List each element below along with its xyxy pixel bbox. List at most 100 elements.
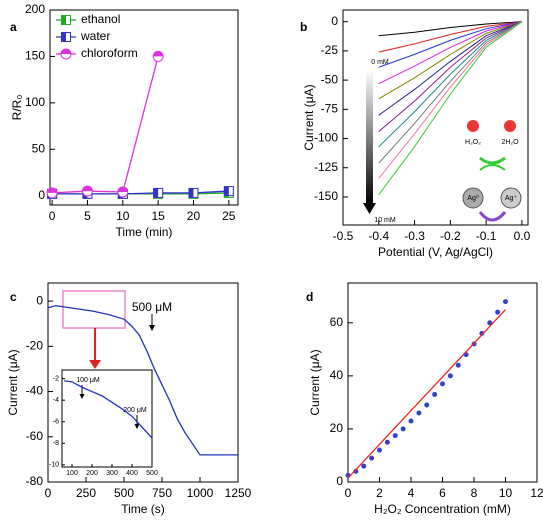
- y-tick-label: -40: [26, 384, 44, 398]
- series-line: [52, 190, 229, 195]
- y-tick-label: 0: [38, 188, 45, 202]
- marker-fill: [224, 186, 229, 196]
- zoom-arrow-head: [89, 360, 101, 369]
- series-line: [378, 21, 523, 164]
- x-tick-label: -0.2: [440, 229, 461, 243]
- point: [392, 433, 398, 439]
- x-axis-label: H₂O₂ Concentration (mM): [374, 502, 511, 516]
- molecule-icon: [504, 120, 516, 132]
- y-tick-label: 50: [32, 141, 46, 155]
- y-tick-label: 150: [25, 49, 45, 63]
- point: [495, 309, 501, 315]
- series-line: [378, 21, 522, 53]
- y-tick-label: -10: [49, 462, 59, 469]
- annotation: 200 μM: [123, 407, 147, 414]
- point: [400, 426, 406, 432]
- legend-marker-fill: [61, 15, 66, 25]
- x-tick-label: 0: [49, 209, 56, 223]
- point: [361, 463, 367, 469]
- annotation: H₂O₂: [465, 139, 481, 146]
- legend-marker-fill: [61, 49, 71, 54]
- zoom-box: [62, 290, 126, 329]
- x-tick-label: 5: [84, 209, 91, 223]
- y-tick-label: -80: [26, 474, 44, 488]
- cycle-arrow: [479, 156, 506, 165]
- y-tick-label: 100: [25, 95, 45, 109]
- y-tick-label: 0: [336, 474, 343, 488]
- x-tick-label: 8: [471, 486, 478, 500]
- plot-frame: [49, 9, 239, 206]
- panel-label: d: [306, 290, 313, 304]
- y-tick-label: 200: [25, 2, 45, 16]
- annotation: 100 μM: [76, 377, 100, 384]
- annotation: Ag⁺: [505, 195, 518, 202]
- y-tick-label: 0: [36, 293, 43, 307]
- y-tick-label: 0: [331, 14, 338, 28]
- x-tick-label: 250: [76, 486, 96, 500]
- x-tick-label: 25: [222, 209, 236, 223]
- x-tick-label: -0.3: [404, 229, 425, 243]
- point: [447, 373, 453, 379]
- x-tick-label: 400: [126, 470, 138, 477]
- x-tick-label: 500: [146, 470, 158, 477]
- x-tick-label: 100: [66, 470, 78, 477]
- series-line: [52, 56, 159, 194]
- panel-label: c: [10, 290, 17, 304]
- y-tick-label: -6: [53, 419, 59, 426]
- marker-fill: [117, 187, 128, 192]
- legend-marker-fill: [61, 32, 66, 42]
- x-tick-label: 15: [151, 209, 165, 223]
- point: [503, 299, 508, 305]
- annotation: 0 mM: [371, 59, 389, 66]
- y-tick-label: -75: [321, 101, 339, 115]
- point: [416, 410, 422, 416]
- annotation: 10 mM: [374, 217, 396, 224]
- annotation: 2H₂O: [501, 139, 519, 146]
- pointer-arrow-head: [134, 424, 140, 429]
- series-line: [47, 304, 238, 456]
- x-tick-label: 300: [106, 470, 118, 477]
- x-tick-label: 0: [345, 486, 352, 500]
- legend-label: ethanol: [81, 12, 120, 26]
- plot-frame: [47, 282, 239, 483]
- series-line: [378, 21, 523, 148]
- y-tick-label: -50: [321, 72, 339, 86]
- x-axis-label: Time (min): [116, 225, 173, 239]
- series-line: [378, 21, 523, 100]
- x-tick-label: 0: [45, 486, 52, 500]
- y-tick-label: -100: [314, 131, 338, 145]
- panel-label: a: [10, 20, 17, 34]
- point: [408, 418, 414, 424]
- inset-background: [61, 369, 153, 468]
- series-line: [378, 21, 523, 116]
- molecule-icon: [467, 120, 479, 132]
- ag-sphere: [500, 187, 522, 209]
- y-tick-label: 20: [330, 421, 344, 435]
- y-tick-label: -4: [53, 397, 59, 404]
- panel-label: b: [300, 20, 307, 34]
- y-tick-label: 60: [330, 315, 344, 329]
- x-axis-label: Time (s): [121, 502, 165, 516]
- marker-fill: [82, 186, 93, 192]
- y-tick-label: -8: [53, 440, 59, 447]
- ag-sphere: [462, 187, 484, 209]
- y-tick-label: -2: [53, 375, 59, 382]
- point: [369, 455, 375, 461]
- x-tick-label: 200: [86, 470, 98, 477]
- pointer-arrow-head: [149, 325, 155, 331]
- series-line: [347, 309, 506, 479]
- point: [424, 402, 430, 408]
- y-tick-label: -20: [26, 338, 44, 352]
- point: [384, 439, 390, 445]
- x-tick-label: 20: [187, 209, 201, 223]
- y-axis-label: Current (μA): [308, 349, 322, 415]
- x-tick-label: 10: [116, 209, 130, 223]
- point: [455, 362, 461, 368]
- x-tick-label: 12: [530, 486, 543, 500]
- x-tick-label: 10: [499, 486, 513, 500]
- y-tick-label: -60: [26, 429, 44, 443]
- arrow-head: [363, 203, 376, 214]
- x-tick-label: 6: [439, 486, 446, 500]
- x-tick-label: 500: [114, 486, 134, 500]
- cycle-arrow: [478, 211, 507, 222]
